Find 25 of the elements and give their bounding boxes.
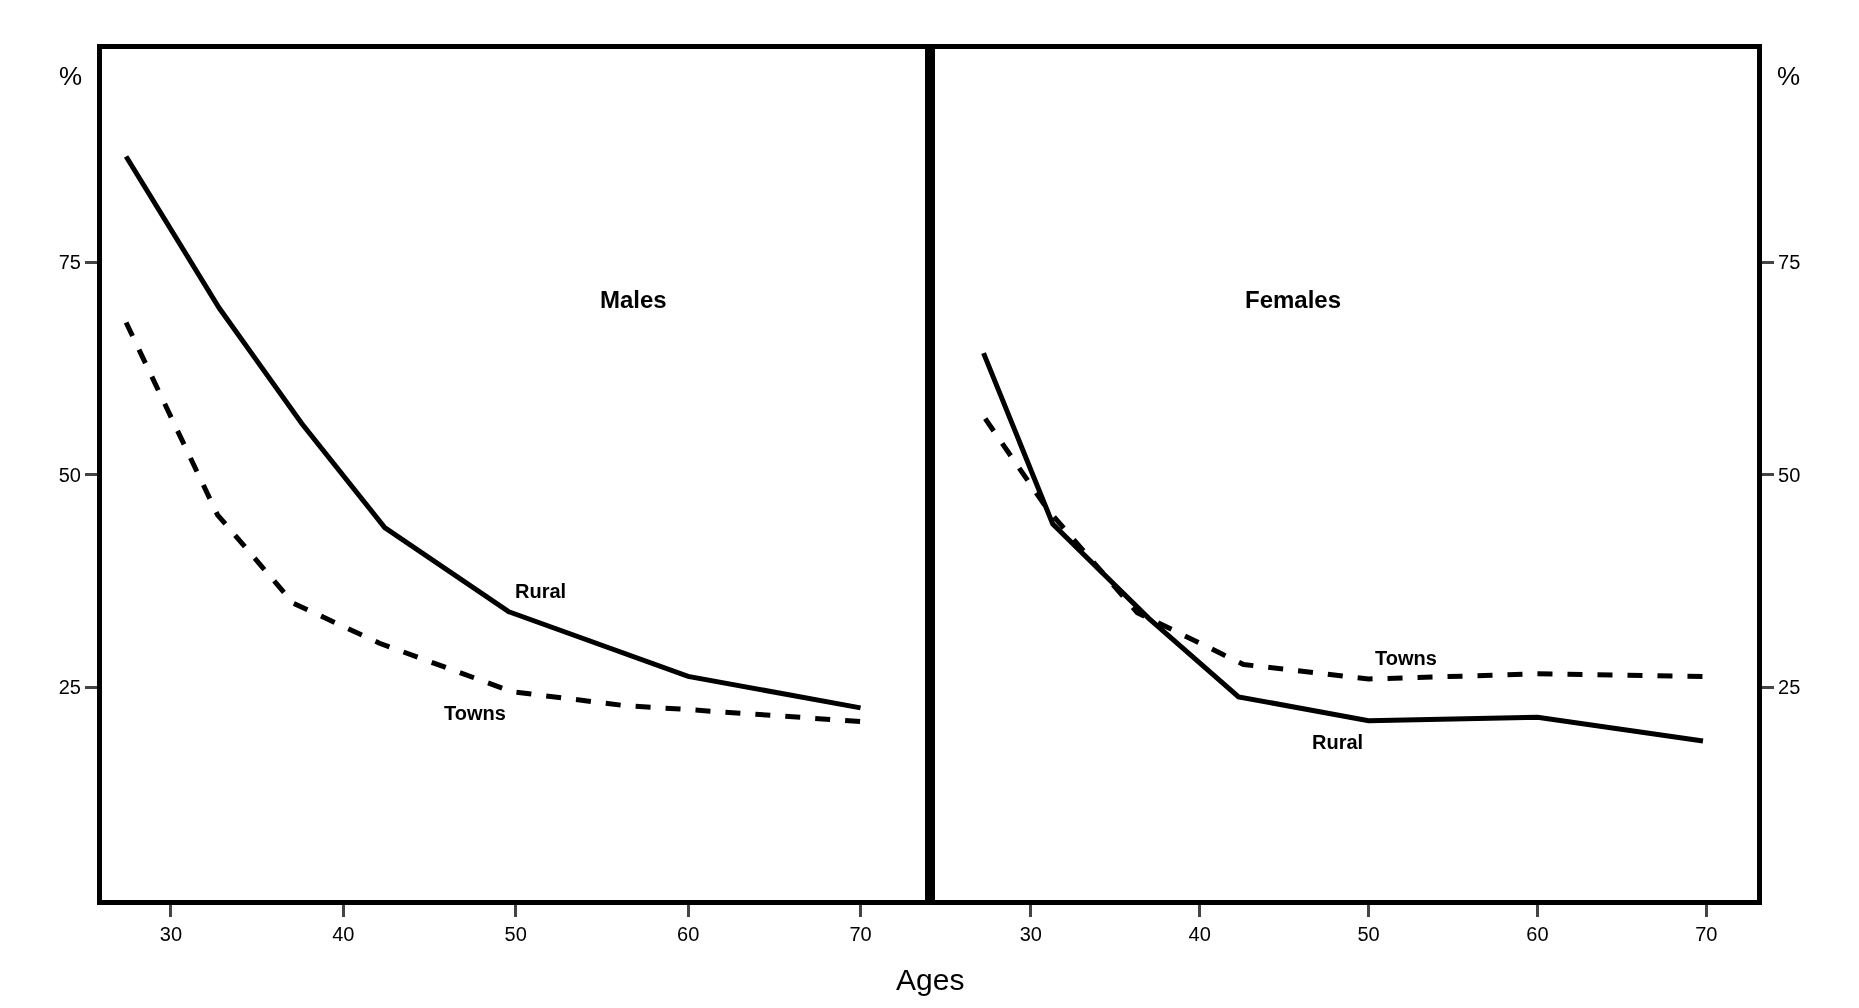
- y-tick-label: 25: [58, 676, 81, 699]
- text: Females: [1245, 286, 1342, 313]
- y-tick-label: 50: [58, 463, 81, 486]
- x-tick-label: 60: [677, 923, 700, 946]
- x-tick-label: 40: [1188, 923, 1211, 946]
- x-tick-label: 30: [1019, 923, 1042, 946]
- x-tick-label: 50: [1357, 923, 1380, 946]
- x-axis-title: Ages: [896, 963, 965, 996]
- x-tick-label: 60: [1526, 923, 1549, 946]
- series-label: Towns: [1375, 647, 1437, 669]
- x-tick-label: 70: [1695, 923, 1718, 946]
- y-tick-label: 75: [1778, 251, 1801, 274]
- y-tick-label: 75: [58, 251, 81, 274]
- y-tick-label: 25: [1778, 676, 1801, 699]
- x-tick-label: 40: [332, 923, 355, 946]
- series-label: Towns: [444, 702, 506, 724]
- y-axis-title: %: [59, 61, 83, 91]
- series-label: Rural: [515, 580, 567, 602]
- series-label: Rural: [1312, 731, 1364, 753]
- text: Males: [600, 286, 667, 313]
- x-tick-label: 50: [504, 923, 527, 946]
- y-tick-label: 50: [1778, 463, 1801, 486]
- x-tick-label: 30: [159, 923, 183, 946]
- y-axis-title: %: [1777, 61, 1801, 91]
- x-tick-label: 70: [849, 923, 872, 946]
